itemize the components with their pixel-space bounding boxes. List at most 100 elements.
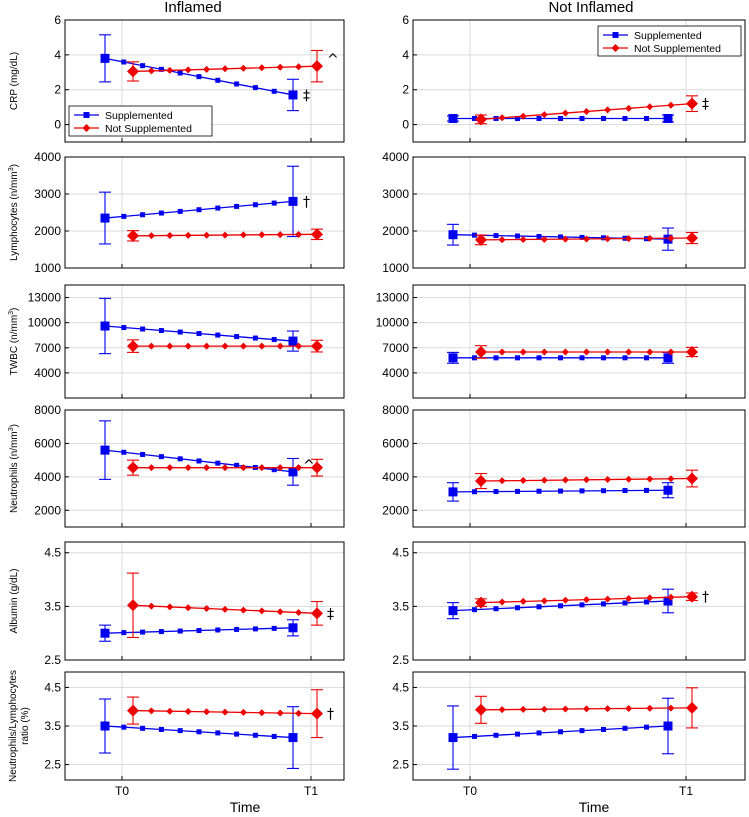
- x-axis-label-not-inflamed: Time: [579, 799, 610, 815]
- y-tick-label: 6: [402, 13, 409, 27]
- y-tick-label: 4.5: [44, 546, 61, 560]
- data-point-small: [166, 66, 174, 74]
- data-point-t1: [663, 353, 673, 363]
- y-tick-label: 2.5: [44, 653, 61, 667]
- data-point-small: [276, 342, 284, 350]
- data-point-small: [234, 81, 240, 87]
- data-point-t0: [448, 353, 458, 363]
- data-point-small: [196, 331, 202, 337]
- data-point-small: [601, 115, 606, 121]
- y-tick-label: 4.5: [392, 546, 409, 560]
- data-point-small: [258, 231, 266, 239]
- data-point-t0: [475, 596, 487, 609]
- data-point-small: [239, 464, 247, 472]
- data-point-small: [158, 210, 164, 216]
- data-point-small: [644, 599, 649, 605]
- significance-marker: †: [303, 194, 310, 210]
- data-point-small: [121, 59, 127, 65]
- data-point-small: [239, 606, 247, 614]
- data-point-small: [215, 730, 221, 736]
- data-point-small: [561, 109, 569, 117]
- data-point-small: [276, 709, 284, 717]
- legend-label: Supplemented: [105, 110, 173, 122]
- y-tick-label: 1000: [382, 261, 409, 275]
- data-point-small: [121, 630, 127, 636]
- data-point-t1: [311, 60, 323, 73]
- data-point-small: [140, 212, 146, 218]
- data-point-small: [203, 708, 211, 716]
- data-point-small: [239, 231, 247, 239]
- legend-label: Not Supplemented: [105, 123, 192, 135]
- data-point-small: [158, 629, 164, 635]
- y-tick-label: 6: [54, 13, 61, 27]
- data-point-small: [519, 477, 527, 485]
- data-point-small: [644, 115, 649, 121]
- data-point-t1: [288, 733, 298, 743]
- y-axis-label-close: ): [9, 308, 20, 311]
- plot-frame: [412, 284, 746, 399]
- data-point-t0: [100, 721, 110, 731]
- y-tick-label: 2000: [382, 503, 409, 517]
- data-point-t1: [288, 467, 298, 477]
- data-point-small: [583, 235, 590, 243]
- column-title-inflamed: Inflamed: [164, 0, 222, 16]
- data-point-small: [558, 234, 563, 240]
- data-point-t0: [100, 213, 110, 223]
- data-point-small: [158, 328, 164, 334]
- plot-frame: [412, 541, 746, 661]
- data-point-small: [540, 476, 548, 484]
- data-point-t0: [448, 733, 458, 743]
- plot-frame: [64, 541, 345, 661]
- data-point-small: [271, 200, 277, 206]
- data-point-small: [498, 236, 506, 244]
- y-tick-label: 8000: [382, 403, 409, 417]
- data-point-t1: [311, 607, 323, 620]
- data-point-t1: [686, 701, 698, 714]
- legend-item-not-supplemented: Not Supplemented: [603, 43, 721, 55]
- data-point-small: [498, 348, 506, 356]
- panel-r5-c0: 2.5 3.5 4.5 Neutrophils/Lymphocytes ratio (%…: [8, 670, 345, 798]
- data-point-small: [540, 235, 548, 243]
- data-point-small: [646, 103, 654, 111]
- series-supplemented: ‡: [99, 34, 310, 112]
- panel-r1-c1: 1000 2000 3000 4000: [382, 150, 746, 275]
- data-point-t1: [663, 596, 673, 606]
- data-point-small: [184, 66, 192, 74]
- data-point-small: [561, 705, 569, 713]
- data-point-small: [295, 342, 303, 350]
- y-tick-label: 4000: [382, 150, 409, 164]
- data-point-t0: [475, 113, 487, 126]
- plot-frame: [412, 409, 746, 528]
- data-point-t1: [686, 97, 698, 110]
- plot-area: [412, 284, 746, 399]
- data-point-small: [536, 233, 542, 239]
- y-tick-label: 13000: [28, 291, 62, 305]
- panel-r3-c1: 2000 4000 6000 8000: [382, 403, 746, 528]
- data-point-t1: [288, 623, 298, 633]
- data-point-small: [203, 464, 211, 472]
- data-point-t0: [100, 53, 110, 63]
- legend-marker: [83, 112, 90, 118]
- data-point-small: [276, 63, 284, 71]
- data-point-small: [579, 602, 585, 608]
- data-point-small: [472, 489, 477, 495]
- data-point-small: [583, 705, 590, 713]
- plot-area: [64, 156, 345, 269]
- data-point-small: [234, 626, 240, 632]
- data-point-small: [604, 106, 612, 114]
- data-point-small: [540, 348, 548, 356]
- data-point-small: [295, 230, 303, 238]
- data-point-t1: [311, 228, 323, 241]
- data-point-small: [644, 487, 649, 493]
- data-point-t0: [100, 628, 110, 638]
- data-point-small: [221, 708, 229, 716]
- plot-frame: [412, 19, 746, 143]
- data-point-small: [601, 601, 606, 607]
- series-not-supplemented: †: [475, 590, 709, 609]
- plot-frame: [64, 409, 345, 528]
- x-axis-label-inflamed: Time: [230, 799, 261, 815]
- plot-area: [412, 409, 746, 528]
- data-point-small: [493, 489, 499, 495]
- data-point-small: [583, 348, 590, 356]
